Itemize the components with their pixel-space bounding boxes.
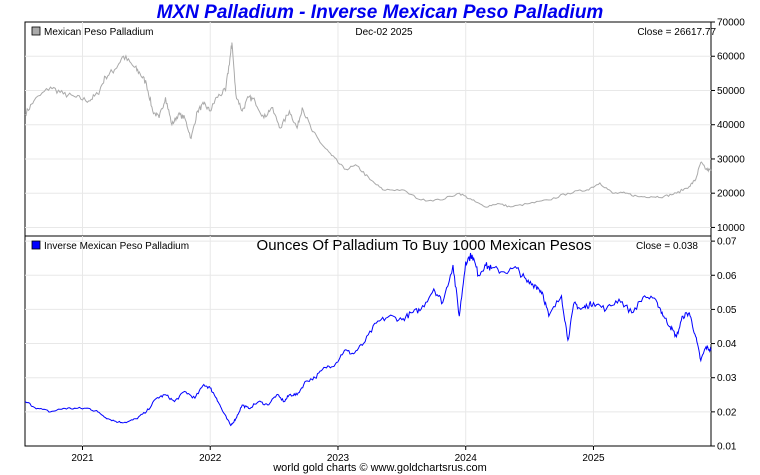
bottom-chart-title: Ounces Of Palladium To Buy 1000 Mexican … — [257, 237, 592, 254]
page-title: MXN Palladium - Inverse Mexican Peso Pal… — [156, 2, 604, 23]
x-tick-label: 2022 — [199, 453, 222, 464]
top-grid — [25, 22, 711, 236]
y-tick-label: 10000 — [717, 223, 745, 234]
y-tick-label: 70000 — [717, 18, 745, 29]
x-tick-label: 2024 — [455, 453, 478, 464]
top-y-axis: 10000 20000 30000 40000 50000 60000 70000 — [711, 18, 745, 234]
y-tick-label: 0.02 — [717, 407, 737, 418]
x-tick-label: 2025 — [582, 453, 605, 464]
y-tick-label: 0.06 — [717, 271, 737, 282]
y-tick-label: 0.07 — [717, 237, 737, 248]
y-tick-label: 40000 — [717, 120, 745, 131]
bottom-legend-label: Inverse Mexican Peso Palladium — [44, 241, 189, 252]
y-tick-label: 0.05 — [717, 305, 737, 316]
bottom-y-axis: 0.01 0.02 0.03 0.04 0.05 0.06 0.07 — [711, 237, 737, 453]
top-close-label: Close = 26617.77 — [637, 27, 716, 38]
top-series-line — [24, 42, 712, 208]
footer-credit: world gold charts © www.goldchartsrus.co… — [273, 462, 487, 474]
x-tick-label: 2021 — [71, 453, 94, 464]
top-legend-label: Mexican Peso Palladium — [44, 27, 154, 38]
bottom-close-label: Close = 0.038 — [636, 241, 698, 252]
y-tick-label: 0.03 — [717, 373, 737, 384]
y-tick-label: 50000 — [717, 86, 745, 97]
x-tick-label: 2023 — [327, 453, 350, 464]
y-tick-label: 0.04 — [717, 339, 737, 350]
y-tick-label: 60000 — [717, 52, 745, 63]
y-tick-label: 0.01 — [717, 442, 737, 453]
top-panel-frame — [24, 21, 712, 237]
top-panel: 10000 20000 30000 40000 50000 60000 70000 Mexi… — [24, 18, 745, 237]
y-tick-label: 30000 — [717, 154, 745, 165]
bottom-legend-swatch — [31, 240, 41, 250]
top-legend-swatch — [31, 26, 41, 36]
bottom-series-line — [24, 252, 712, 427]
bottom-grid — [25, 236, 711, 446]
top-date-label: Dec-02 2025 — [355, 27, 413, 38]
y-tick-label: 20000 — [717, 189, 745, 200]
x-axis: 2021 2022 2023 2024 2025 — [71, 446, 605, 464]
mexican-peso-palladium-line — [24, 42, 712, 208]
inverse-mexican-peso-palladium-line — [24, 252, 712, 427]
bottom-panel: 0.010.020.030.040.050.060.07 2021 2022 202… — [24, 235, 737, 464]
bottom-panel-frame — [24, 235, 712, 447]
